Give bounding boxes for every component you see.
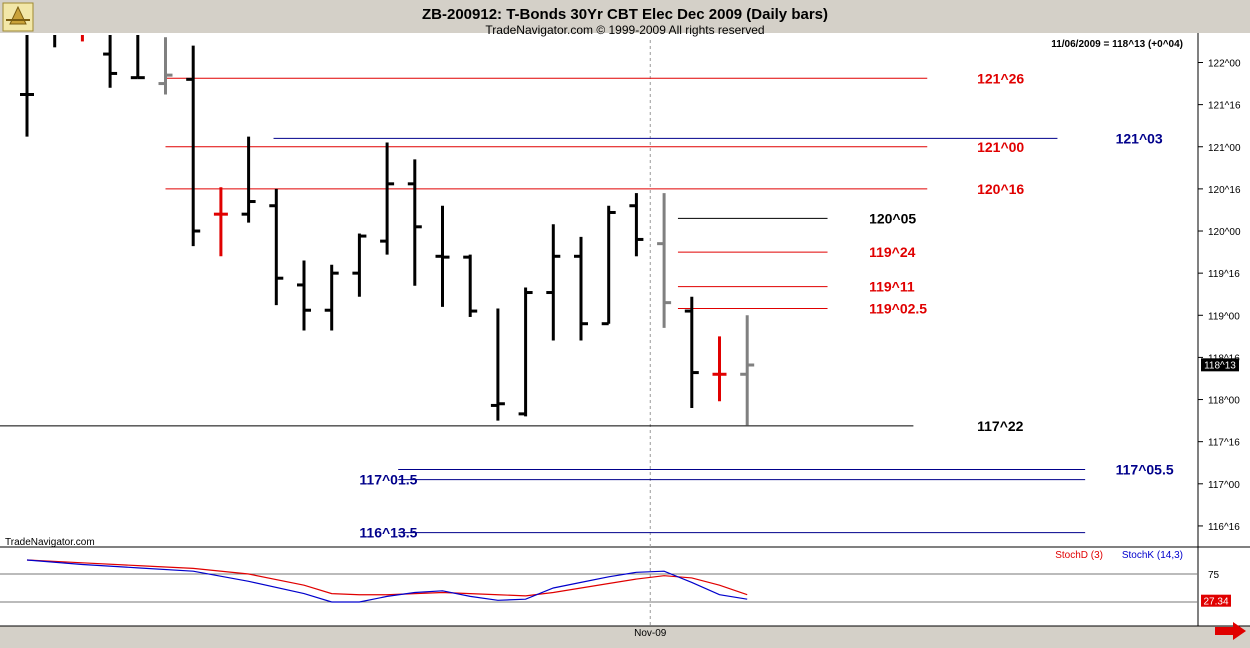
x-axis-label: Nov-09 xyxy=(634,628,667,639)
ohlc-bar xyxy=(130,35,145,80)
ohlc-bar xyxy=(241,136,256,223)
ohlc-bar xyxy=(490,308,505,421)
level-label: 121^03 xyxy=(1116,130,1163,146)
level-label: 117^22 xyxy=(977,418,1024,434)
level-label: 116^13.5 xyxy=(359,525,417,541)
level-label: 120^05 xyxy=(869,210,916,226)
stoch-legend-entry: StochK (14,3) xyxy=(1122,550,1183,561)
ohlc-bar xyxy=(20,35,34,137)
chart-title: ZB-200912: T-Bonds 30Yr CBT Elec Dec 200… xyxy=(422,6,828,23)
logo-icon xyxy=(2,2,34,32)
ohlc-bar xyxy=(629,193,644,257)
y-tick-label: 122^00 xyxy=(1208,58,1241,69)
watermark: TradeNavigator.com xyxy=(5,537,95,548)
stoch-last-value-box xyxy=(1201,594,1231,607)
ohlc-bar xyxy=(158,37,173,95)
ohlc-bar xyxy=(380,142,395,255)
stoch-legend-entry: StochD (3) xyxy=(1055,550,1103,561)
y-tick-label: 120^16 xyxy=(1208,185,1241,196)
ohlc-bar xyxy=(463,254,478,317)
y-tick-label: 120^00 xyxy=(1208,227,1241,238)
stoch-tick-label: 75 xyxy=(1208,570,1220,581)
y-tick-label: 121^16 xyxy=(1208,101,1241,112)
ohlc-bar xyxy=(186,45,201,247)
y-tick-label: 119^16 xyxy=(1208,269,1240,280)
ohlc-bar xyxy=(269,188,284,306)
quote-readout: 11/06/2009 = 118^13 (+0^04) xyxy=(1051,39,1183,50)
stochastic-indicator: 75 StochK (14,3) StochD (3) 27.34 xyxy=(0,550,1231,608)
last-price-label: 118^13 xyxy=(1204,360,1236,371)
stoch-series-line xyxy=(26,559,748,603)
ohlc-bar xyxy=(213,187,228,257)
y-tick-label: 119^00 xyxy=(1208,311,1240,322)
last-price-box xyxy=(1201,358,1239,372)
ohlc-bar xyxy=(435,205,450,307)
level-label: 121^00 xyxy=(977,139,1024,155)
ohlc-bar xyxy=(297,260,311,331)
ohlc-bar xyxy=(546,224,561,341)
level-label: 120^16 xyxy=(977,181,1024,197)
y-tick-label: 116^16 xyxy=(1208,522,1240,533)
y-tick-label: 117^00 xyxy=(1208,480,1240,491)
scroll-right-arrow-icon[interactable] xyxy=(1215,622,1246,640)
level-label: 117^05.5 xyxy=(1116,461,1174,477)
ohlc-bar xyxy=(324,264,339,331)
ohlc-bar xyxy=(712,336,727,402)
ohlc-bar xyxy=(657,193,672,328)
ohlc-bar xyxy=(352,233,367,297)
ohlc-bar xyxy=(518,287,533,417)
ohlc-bar xyxy=(740,315,755,426)
ohlc-bar xyxy=(407,159,422,286)
ohlc-bar xyxy=(684,296,699,408)
level-label: 119^02.5 xyxy=(869,301,927,317)
y-tick-label: 117^16 xyxy=(1208,438,1240,449)
y-tick-label: 121^00 xyxy=(1208,143,1241,154)
ohlc-bar xyxy=(103,35,118,88)
level-label: 121^26 xyxy=(977,70,1024,86)
level-label: 117^01.5 xyxy=(359,472,417,488)
level-label: 119^11 xyxy=(869,279,915,295)
stoch-last-value-label: 27.34 xyxy=(1203,597,1228,608)
price-axis-area xyxy=(1198,33,1250,626)
ohlc-bar xyxy=(574,236,588,341)
price-levels: 121^26 121^03 121^00 120^16 120^05 119^24 119^… xyxy=(0,70,1174,541)
price-pane xyxy=(0,33,1198,547)
level-label: 119^24 xyxy=(869,244,916,260)
ohlc-bar xyxy=(601,205,616,326)
y-tick-label: 118^00 xyxy=(1208,396,1240,407)
price-bars xyxy=(20,35,755,426)
stoch-pane xyxy=(0,547,1198,626)
price-axis: 116^16117^00117^16118^00118^16119^00119^… xyxy=(1198,58,1241,533)
chart-subtitle: TradeNavigator.com © 1999-2009 All right… xyxy=(485,23,764,37)
